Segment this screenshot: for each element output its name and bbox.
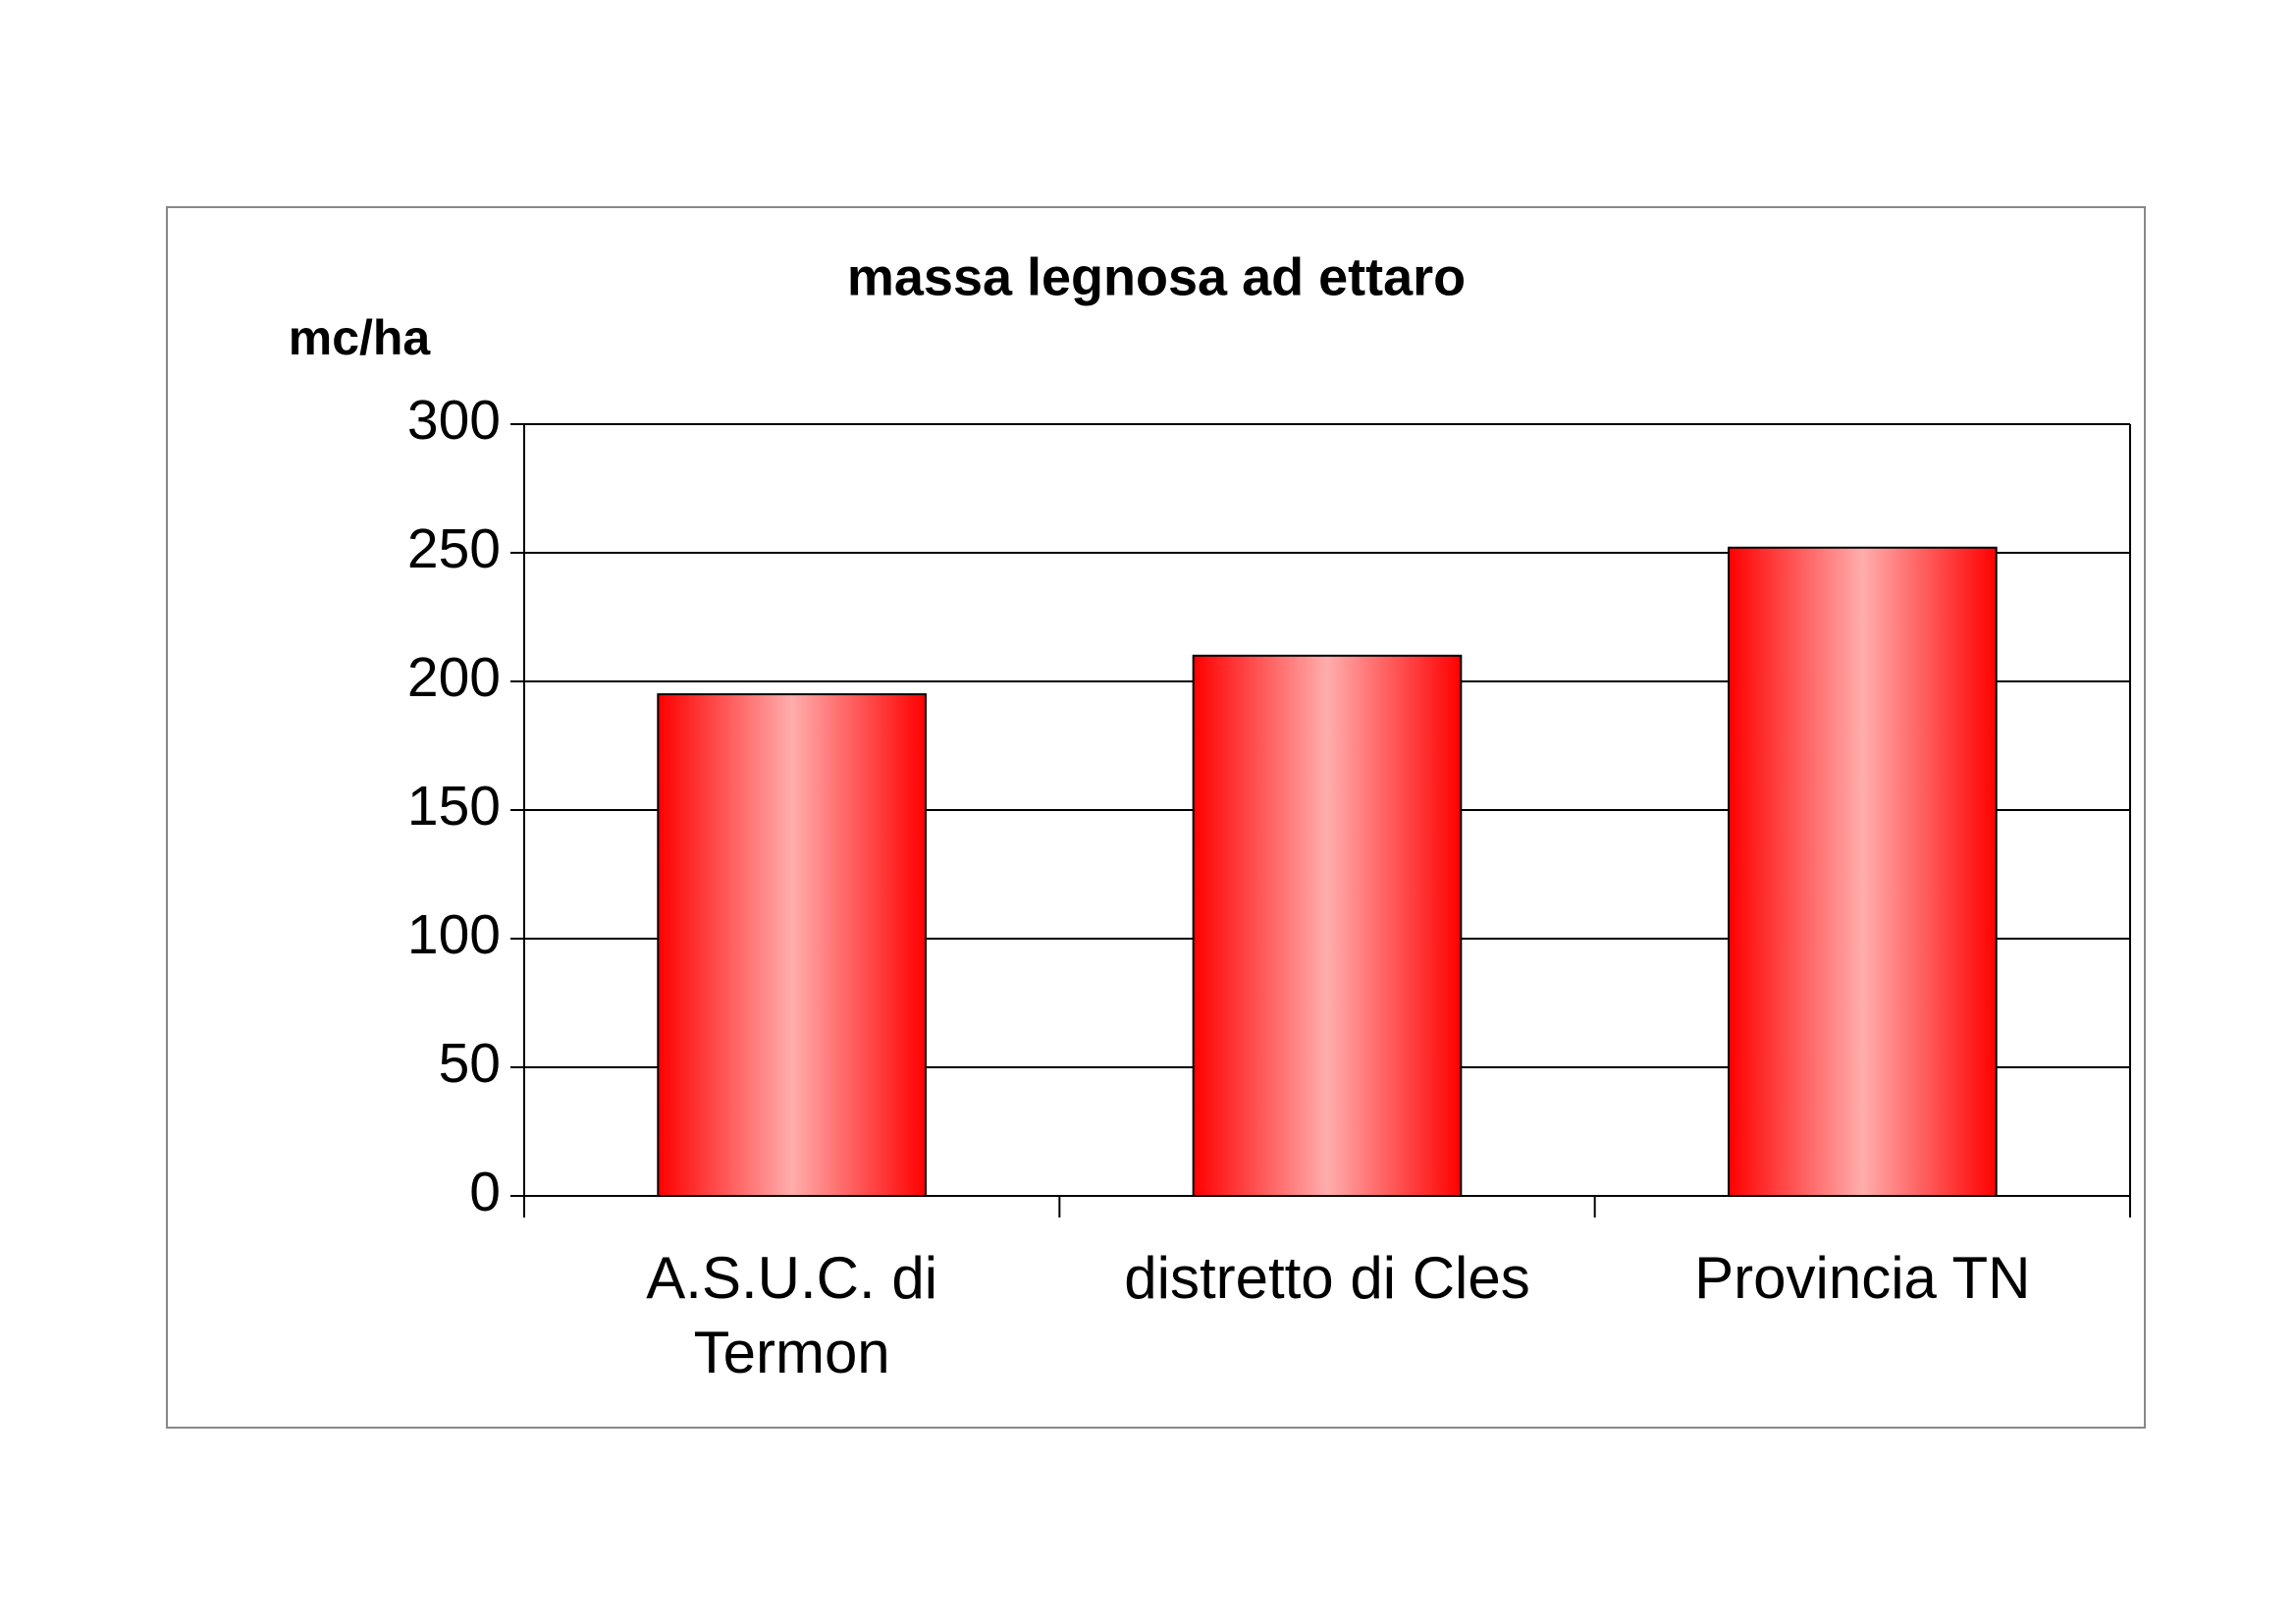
y-tick-label: 100 (407, 903, 501, 966)
y-tick-label: 150 (407, 775, 501, 838)
y-axis-label: mc/ha (289, 310, 432, 365)
y-tick-label: 250 (407, 517, 501, 580)
bar (657, 693, 927, 1197)
y-tick-label: 0 (469, 1161, 501, 1223)
y-tick-label: 200 (407, 646, 501, 709)
bar (1728, 546, 1998, 1197)
x-tick-label: Provincia TN (1694, 1245, 2031, 1311)
bar (1192, 654, 1463, 1197)
y-tick-label: 300 (407, 389, 501, 452)
y-tick-label: 50 (439, 1032, 501, 1095)
chart-title: massa legnosa ad ettaro (847, 247, 1466, 306)
x-tick-label: A.S.U.C. di Termon (646, 1245, 938, 1385)
x-tick-label: distretto di Cles (1124, 1245, 1530, 1311)
